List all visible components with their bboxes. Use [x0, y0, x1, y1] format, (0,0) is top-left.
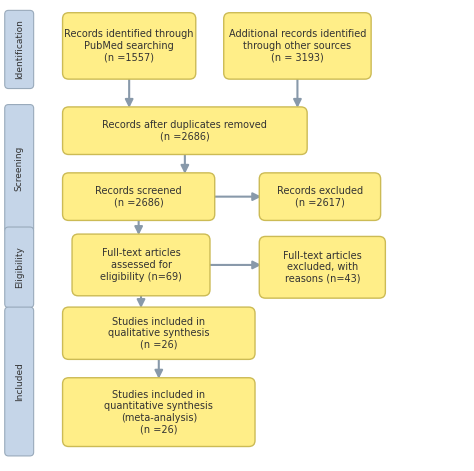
FancyBboxPatch shape [63, 173, 215, 220]
Text: Identification: Identification [15, 19, 24, 80]
Text: Full-text articles
excluded, with
reasons (n=43): Full-text articles excluded, with reason… [283, 251, 362, 284]
FancyBboxPatch shape [224, 13, 371, 79]
Text: Studies included in
quantitative synthesis
(meta-analysis)
(n =26): Studies included in quantitative synthes… [104, 390, 213, 435]
FancyBboxPatch shape [5, 307, 34, 456]
FancyBboxPatch shape [63, 13, 196, 79]
Text: Screening: Screening [15, 146, 24, 191]
Text: Records excluded
(n =2617): Records excluded (n =2617) [277, 186, 363, 207]
FancyBboxPatch shape [5, 227, 34, 308]
FancyBboxPatch shape [63, 107, 307, 154]
FancyBboxPatch shape [5, 10, 34, 89]
Text: Records identified through
PubMed searching
(n =1557): Records identified through PubMed search… [64, 29, 194, 63]
FancyBboxPatch shape [72, 234, 210, 296]
Text: Included: Included [15, 362, 24, 401]
Text: Records screened
(n =2686): Records screened (n =2686) [95, 186, 182, 207]
FancyBboxPatch shape [63, 307, 255, 359]
Text: Full-text articles
assessed for
eligibility (n=69): Full-text articles assessed for eligibil… [100, 248, 182, 282]
FancyBboxPatch shape [259, 173, 381, 220]
FancyBboxPatch shape [5, 105, 34, 232]
FancyBboxPatch shape [63, 378, 255, 447]
Text: Additional records identified
through other sources
(n = 3193): Additional records identified through ot… [229, 29, 366, 63]
Text: Records after duplicates removed
(n =2686): Records after duplicates removed (n =268… [102, 120, 267, 141]
FancyBboxPatch shape [259, 236, 385, 298]
Text: Studies included in
qualitative synthesis
(n =26): Studies included in qualitative synthesi… [108, 317, 210, 350]
Text: Eligibility: Eligibility [15, 246, 24, 288]
